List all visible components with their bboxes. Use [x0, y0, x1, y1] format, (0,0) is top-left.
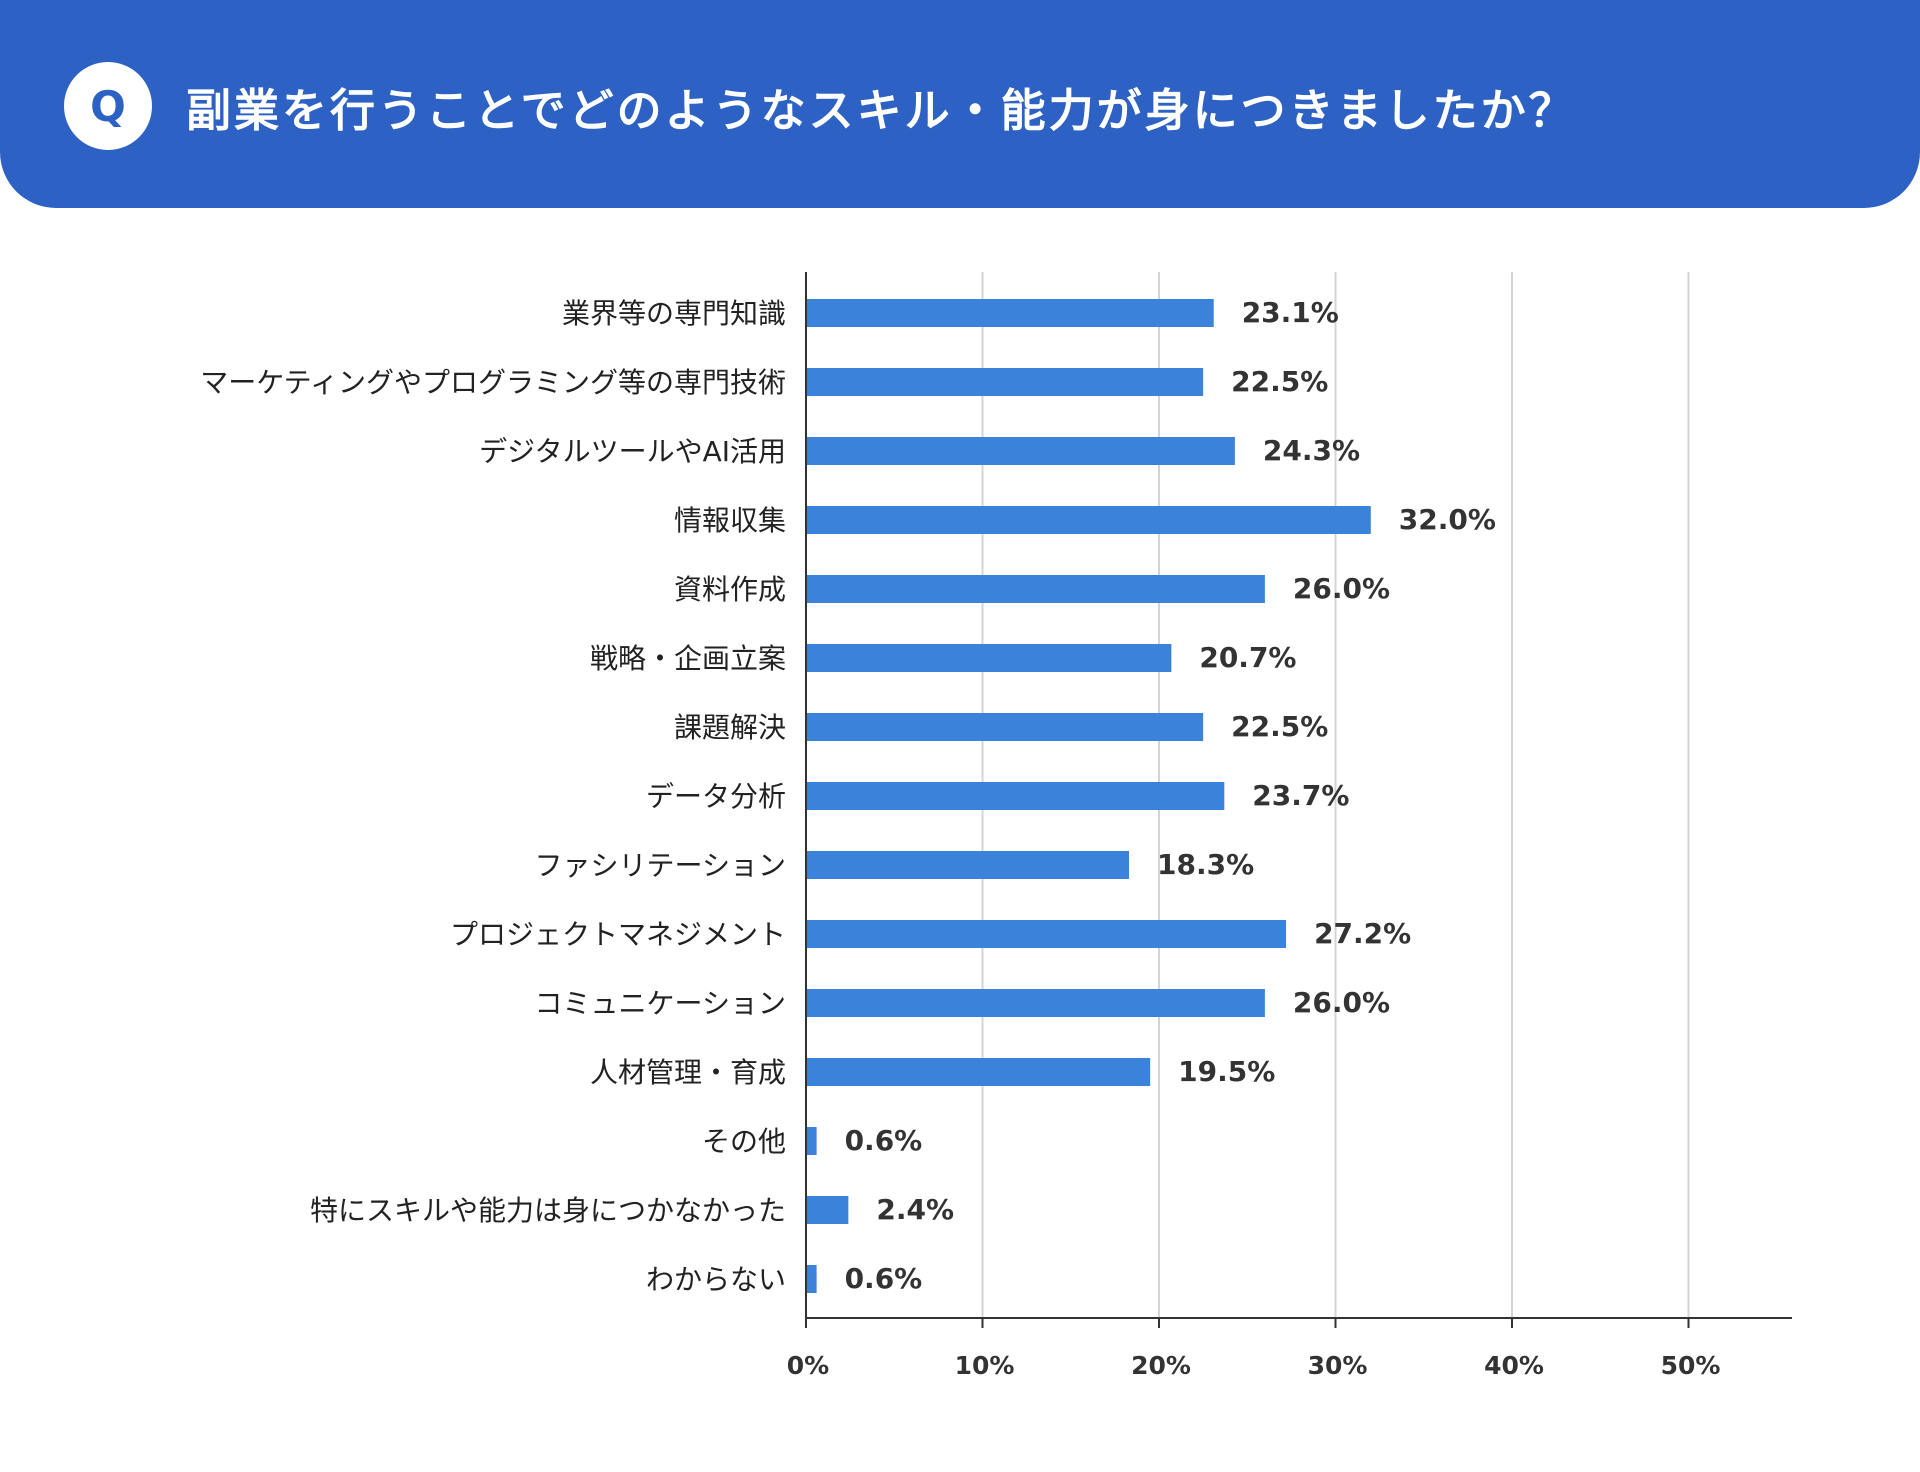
x-tick-label-30: 30% — [1308, 1351, 1368, 1380]
category-label-0: 業界等の専門知識 — [562, 297, 786, 330]
value-label-8: 18.3% — [1157, 848, 1254, 881]
category-label-12: その他 — [702, 1125, 786, 1158]
category-label-10: コミュニケーション — [535, 987, 786, 1020]
category-label-8: ファシリテーション — [535, 849, 786, 882]
value-label-1: 22.5% — [1231, 365, 1328, 398]
category-label-3: 情報収集 — [674, 504, 786, 537]
category-label-2: デジタルツールやAI活用 — [479, 435, 786, 468]
page-title: 副業を行うことでどのようなスキル・能力が身につきましたか？ — [186, 84, 1577, 137]
bar-4 — [806, 575, 1265, 603]
category-label-1: マーケティングやプログラミング等の専門技術 — [200, 366, 786, 399]
category-label-5: 戦略・企画立案 — [590, 642, 786, 675]
bar-10 — [806, 989, 1265, 1017]
value-label-3: 32.0% — [1399, 503, 1496, 536]
x-tick-label-20: 20% — [1131, 1351, 1191, 1380]
bar-0 — [806, 299, 1214, 327]
category-label-7: データ分析 — [646, 780, 786, 813]
bar-7 — [806, 782, 1225, 810]
bar-2 — [806, 437, 1235, 465]
x-tick-label-0: 0% — [787, 1351, 829, 1380]
bar-8 — [806, 851, 1129, 879]
header-banner: Q 副業を行うことでどのようなスキル・能力が身につきましたか？ — [0, 0, 1920, 208]
bar-5 — [806, 644, 1172, 672]
value-label-7: 23.7% — [1252, 779, 1349, 812]
value-label-10: 26.0% — [1293, 986, 1390, 1019]
category-label-13: 特にスキルや能力は身につかなかった — [310, 1194, 786, 1227]
bar-12 — [806, 1127, 817, 1155]
value-label-4: 26.0% — [1293, 572, 1390, 605]
category-label-11: 人材管理・育成 — [590, 1056, 786, 1089]
category-label-9: プロジェクトマネジメント — [450, 918, 786, 951]
value-label-5: 20.7% — [1199, 641, 1296, 674]
category-label-6: 課題解決 — [674, 711, 786, 744]
value-label-12: 0.6% — [845, 1124, 923, 1157]
bar-9 — [806, 920, 1287, 948]
category-label-14: わからない — [646, 1263, 786, 1296]
value-label-0: 23.1% — [1242, 296, 1339, 329]
bar-3 — [806, 506, 1371, 534]
x-tick-label-40: 40% — [1484, 1351, 1544, 1380]
question-badge: Q — [64, 62, 152, 150]
value-label-11: 19.5% — [1178, 1055, 1275, 1088]
value-label-9: 27.2% — [1314, 917, 1411, 950]
bar-11 — [806, 1058, 1151, 1086]
value-label-6: 22.5% — [1231, 710, 1328, 743]
bar-1 — [806, 368, 1204, 396]
x-tick-label-10: 10% — [955, 1351, 1015, 1380]
value-label-2: 24.3% — [1263, 434, 1360, 467]
value-label-13: 2.4% — [876, 1193, 954, 1226]
value-label-14: 0.6% — [845, 1262, 923, 1295]
bar-13 — [806, 1196, 849, 1224]
x-tick-label-50: 50% — [1661, 1351, 1721, 1380]
category-label-4: 資料作成 — [674, 573, 786, 606]
bar-14 — [806, 1265, 817, 1293]
bar-6 — [806, 713, 1204, 741]
